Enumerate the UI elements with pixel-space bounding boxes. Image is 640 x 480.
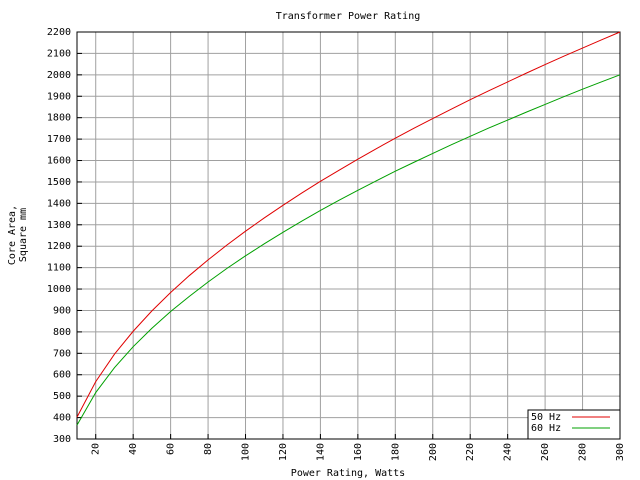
y-tick-label: 2100 <box>47 48 71 59</box>
x-tick-label: 300 <box>615 443 626 461</box>
legend-box <box>527 409 621 440</box>
y-tick-label: 1900 <box>47 91 71 102</box>
x-axis-label: Power Rating, Watts <box>291 468 405 479</box>
y-axis-label: Square mm <box>18 208 29 262</box>
line-series <box>76 31 621 418</box>
y-tick-label: 2000 <box>47 70 71 81</box>
x-tick-label: 180 <box>390 443 401 461</box>
y-tick-label: 700 <box>53 348 71 359</box>
chart-title: Transformer Power Rating <box>276 11 421 22</box>
y-tick-label: 600 <box>53 370 71 381</box>
y-axis-label: Core Area, <box>7 205 18 265</box>
y-tick-label: 800 <box>53 327 71 338</box>
y-tick-label: 1300 <box>47 220 71 231</box>
x-tick-label: 140 <box>315 443 326 461</box>
x-tick-label: 260 <box>540 443 551 461</box>
y-tick-label: 1800 <box>47 113 71 124</box>
y-tick-label: 300 <box>53 434 71 445</box>
y-tick-label: 900 <box>53 305 71 316</box>
y-tick-label: 400 <box>53 413 71 424</box>
y-tick-label: 2200 <box>47 27 71 38</box>
plot-frame <box>76 31 621 440</box>
x-tick-label: 80 <box>203 443 214 455</box>
y-tick-label: 1500 <box>47 177 71 188</box>
x-tick-label: 120 <box>278 443 289 461</box>
x-tick-label: 280 <box>578 443 589 461</box>
legend-label: 50 Hz <box>531 412 561 423</box>
x-tick-label: 100 <box>241 443 252 461</box>
x-tick-label: 40 <box>128 443 139 455</box>
y-tick-label: 1400 <box>47 198 71 209</box>
line-series <box>76 74 621 426</box>
y-tick-label: 1600 <box>47 156 71 167</box>
y-tick-label: 1200 <box>47 241 71 252</box>
x-tick-label: 60 <box>166 443 177 455</box>
x-tick-label: 200 <box>428 443 439 461</box>
y-tick-label: 1000 <box>47 284 71 295</box>
x-tick-label: 160 <box>353 443 364 461</box>
x-tick-label: 240 <box>503 443 514 461</box>
y-tick-label: 1100 <box>47 263 71 274</box>
y-tick-label: 500 <box>53 391 71 402</box>
x-tick-label: 20 <box>91 443 102 455</box>
x-tick-label: 220 <box>465 443 476 461</box>
y-tick-label: 1700 <box>47 134 71 145</box>
legend-label: 60 Hz <box>531 423 561 434</box>
